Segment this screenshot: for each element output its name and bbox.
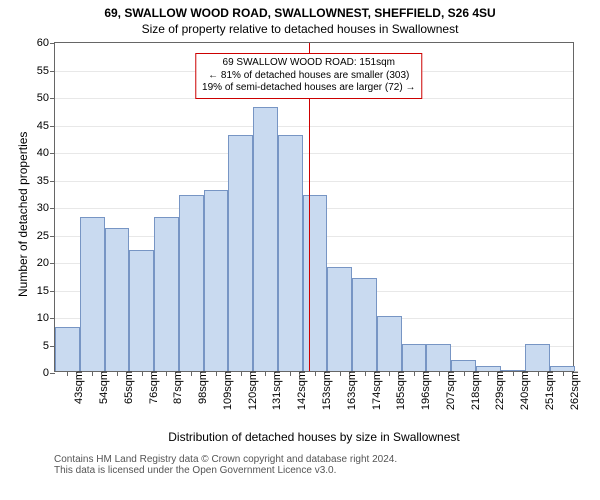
histogram-bar — [327, 267, 352, 372]
histogram-bar — [278, 135, 303, 372]
annotation-line-1: 69 SWALLOW WOOD ROAD: 151sqm — [202, 57, 415, 70]
chart-container: 69, SWALLOW WOOD ROAD, SWALLOWNEST, SHEF… — [0, 0, 600, 500]
histogram-bar — [80, 217, 105, 371]
y-tick-label: 35 — [37, 175, 55, 187]
histogram-bar — [129, 250, 154, 371]
histogram-bar — [179, 195, 204, 371]
histogram-bar — [253, 107, 278, 371]
y-tick-label: 5 — [43, 340, 55, 352]
y-tick-label: 50 — [37, 92, 55, 104]
histogram-bar — [402, 344, 427, 372]
x-tick-label: 262sqm — [563, 371, 581, 410]
y-tick-label: 45 — [37, 120, 55, 132]
x-tick-label: 98sqm — [191, 371, 209, 404]
histogram-bar — [377, 316, 402, 371]
histogram-bar — [426, 344, 451, 372]
grid-line — [55, 153, 573, 154]
chart-title-sub: Size of property relative to detached ho… — [0, 20, 600, 36]
histogram-bar — [204, 190, 229, 372]
histogram-bar — [154, 217, 179, 371]
x-tick-label: 65sqm — [117, 371, 135, 404]
x-tick-label: 163sqm — [340, 371, 358, 410]
y-tick-label: 55 — [37, 65, 55, 77]
histogram-bar — [105, 228, 130, 371]
x-tick-label: 76sqm — [142, 371, 160, 404]
y-tick-label: 0 — [43, 367, 55, 379]
histogram-bar — [228, 135, 253, 372]
x-tick-label: 251sqm — [538, 371, 556, 410]
x-tick-label: 174sqm — [365, 371, 383, 410]
footer-line-1: Contains HM Land Registry data © Crown c… — [54, 454, 397, 465]
histogram-bar — [303, 195, 328, 371]
x-tick-label: 153sqm — [315, 371, 333, 410]
footer-line-2: This data is licensed under the Open Gov… — [54, 465, 397, 476]
y-tick-label: 10 — [37, 312, 55, 324]
y-tick-label: 60 — [37, 37, 55, 49]
x-tick-label: 87sqm — [166, 371, 184, 404]
y-tick-label: 20 — [37, 257, 55, 269]
y-tick-label: 30 — [37, 202, 55, 214]
x-tick-label: 142sqm — [290, 371, 308, 410]
x-tick-label: 109sqm — [216, 371, 234, 410]
annotation-line-3: 19% of semi-detached houses are larger (… — [202, 82, 415, 95]
grid-line — [55, 181, 573, 182]
plot-area: 05101520253035404550556043sqm54sqm65sqm7… — [54, 42, 574, 372]
x-tick-label: 120sqm — [241, 371, 259, 410]
footer-attribution: Contains HM Land Registry data © Crown c… — [54, 454, 397, 476]
x-tick-label: 229sqm — [488, 371, 506, 410]
x-tick-label: 131sqm — [265, 371, 283, 410]
histogram-bar — [55, 327, 80, 371]
y-tick-label: 40 — [37, 147, 55, 159]
y-axis-label: Number of detached properties — [16, 132, 30, 297]
x-tick-label: 240sqm — [513, 371, 531, 410]
histogram-bar — [451, 360, 476, 371]
x-tick-label: 54sqm — [92, 371, 110, 404]
x-tick-label: 185sqm — [389, 371, 407, 410]
annotation-box: 69 SWALLOW WOOD ROAD: 151sqm ← 81% of de… — [195, 53, 422, 99]
y-tick-label: 25 — [37, 230, 55, 242]
histogram-bar — [525, 344, 550, 372]
x-tick-label: 43sqm — [67, 371, 85, 404]
histogram-bar — [352, 278, 377, 372]
x-tick-label: 207sqm — [439, 371, 457, 410]
x-axis-label: Distribution of detached houses by size … — [54, 430, 574, 444]
chart-title-main: 69, SWALLOW WOOD ROAD, SWALLOWNEST, SHEF… — [0, 0, 600, 20]
y-tick-label: 15 — [37, 285, 55, 297]
annotation-line-2: ← 81% of detached houses are smaller (30… — [202, 70, 415, 83]
x-tick-label: 218sqm — [464, 371, 482, 410]
grid-line — [55, 126, 573, 127]
x-tick-label: 196sqm — [414, 371, 432, 410]
